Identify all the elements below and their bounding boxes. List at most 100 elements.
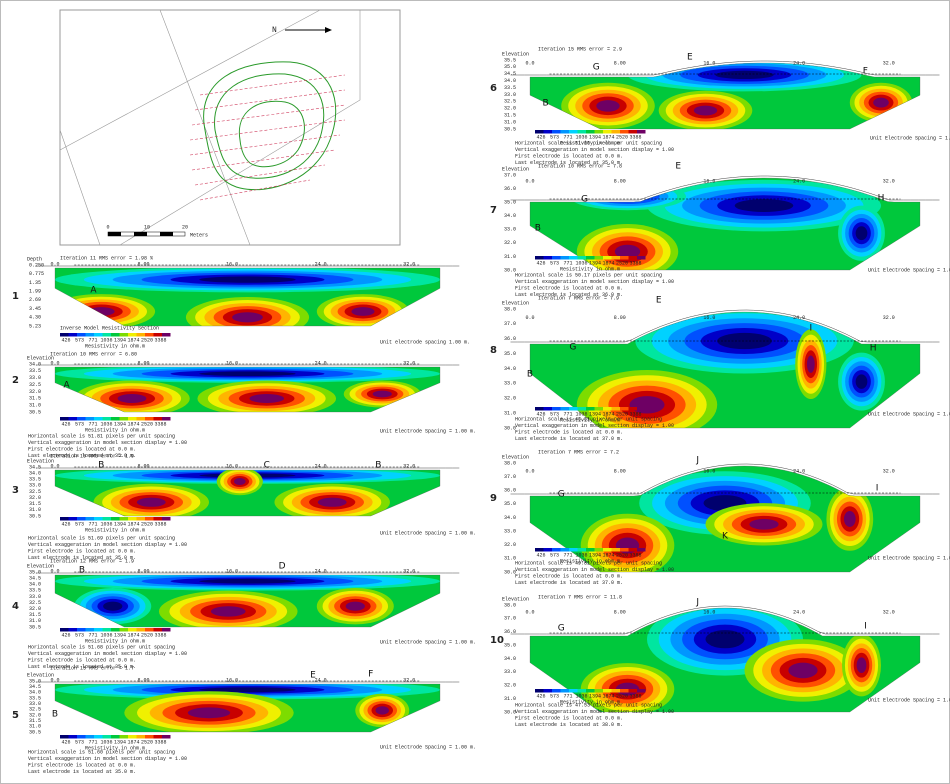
- scale-value: 771: [88, 421, 97, 427]
- scale-swatch: [128, 628, 137, 632]
- footer-line: First electrode is located at 0.0 m.: [515, 285, 623, 291]
- scale-swatch: [552, 256, 561, 260]
- panel-number: 3: [12, 485, 19, 496]
- scale-value: 1394: [114, 421, 126, 427]
- zone-letter: E: [687, 53, 693, 63]
- scale-swatch: [620, 130, 629, 134]
- axis-label: Elevation: [27, 458, 54, 464]
- axis-label: Elevation: [502, 300, 529, 306]
- scale-value: 2520: [141, 421, 153, 427]
- x-label: 24.0: [793, 468, 805, 474]
- scale-swatch: [162, 333, 171, 337]
- section-outline: [54, 574, 441, 628]
- scale-swatch: [102, 517, 111, 521]
- scale-value: 3388: [629, 693, 641, 699]
- scale-swatch: [569, 130, 578, 134]
- scale-swatch: [535, 548, 544, 552]
- scale-swatch: [145, 417, 154, 421]
- scale-swatch: [85, 517, 94, 521]
- y-label: 30.0: [504, 569, 516, 575]
- scale-swatch: [535, 256, 544, 260]
- scale-swatch: [85, 628, 94, 632]
- y-label: 34.5: [29, 464, 41, 470]
- scale-value: 3388: [154, 739, 166, 745]
- footer-line: First electrode is located at 0.0 m.: [28, 446, 136, 452]
- footer-line: Vertical exaggeration in model section d…: [515, 709, 674, 715]
- x-label: 16.0: [226, 568, 238, 574]
- footer-line: Last electrode is located at 35.0 m.: [28, 664, 136, 670]
- scale-swatch: [569, 548, 578, 552]
- x-label: 32.0: [403, 677, 415, 683]
- scale-value: 1036: [100, 632, 112, 638]
- resistivity-section: [55, 470, 440, 516]
- scale-value: 771: [563, 693, 572, 699]
- scale-swatch: [577, 548, 586, 552]
- scale-unit: Resistivity in ohm.m: [85, 527, 145, 533]
- scale-swatch: [162, 517, 171, 521]
- scale-value: 573: [550, 411, 559, 417]
- scale-swatch: [162, 628, 171, 632]
- y-label: 36.0: [504, 186, 516, 192]
- zone-letter: D: [279, 562, 286, 572]
- section-outline: [529, 465, 921, 573]
- scale-swatch: [128, 333, 137, 337]
- scale-swatch: [628, 689, 637, 693]
- axis-label: Elevation: [27, 563, 54, 569]
- footer-line: Last electrode is located at 37.0 m.: [515, 580, 623, 586]
- scale-swatch: [620, 407, 629, 411]
- panel-number: 6: [490, 83, 497, 94]
- y-label: 37.0: [504, 321, 516, 327]
- scale-value: 771: [88, 739, 97, 745]
- x-label: 0.0: [50, 677, 59, 683]
- x-label: 24.0: [793, 610, 805, 616]
- y-label: 32.0: [29, 389, 41, 395]
- panel-title: Iteration 10 RMS error = 7.8: [538, 163, 622, 169]
- footer-line: Vertical exaggeration in model section d…: [28, 756, 187, 762]
- resistivity-section: [55, 367, 440, 412]
- scale-swatch: [611, 256, 620, 260]
- resistivity-zone: [855, 226, 868, 241]
- scale-swatch: [153, 517, 162, 521]
- scale-value: 426: [61, 632, 70, 638]
- scale-swatch: [628, 256, 637, 260]
- scale-swatch: [594, 689, 603, 693]
- electrode-spacing: Unit Electrode Spacing = 1.00 m.: [868, 697, 950, 703]
- scale-value: 3388: [629, 411, 641, 417]
- panel-number: 7: [490, 205, 497, 216]
- electrode-spacing: Unit Electrode Spacing = 1.00 m.: [870, 135, 950, 141]
- axis-label: Elevation: [27, 672, 54, 678]
- scale-swatch: [535, 689, 544, 693]
- scale-swatch: [628, 407, 637, 411]
- axis-label: Elevation: [502, 454, 529, 460]
- scale-swatch: [77, 517, 86, 521]
- scale-swatch: [111, 417, 120, 421]
- scale-swatch: [94, 735, 103, 739]
- y-label: 34.0: [29, 361, 41, 367]
- scale-swatch: [68, 333, 77, 337]
- resistivity-zone: [317, 497, 347, 507]
- zone-letter: J: [695, 456, 699, 466]
- y-label: 2.69: [29, 297, 41, 303]
- scale-value: 771: [88, 632, 97, 638]
- scale-unit: Resistivity in ohm.m: [560, 699, 620, 705]
- scale-value: 573: [75, 632, 84, 638]
- resistivity-zone: [249, 394, 285, 403]
- axis-label: Elevation: [502, 51, 529, 57]
- section-outline: [529, 607, 921, 713]
- y-label: 35.0: [504, 64, 516, 70]
- scale-swatch: [543, 407, 552, 411]
- panel-number: 5: [12, 710, 19, 721]
- x-label: 32.0: [403, 360, 415, 366]
- footer-line: Horizontal scale is 51.81 pixels per uni…: [28, 433, 175, 439]
- x-label: 0.0: [525, 179, 534, 185]
- x-label: 0.0: [525, 610, 534, 616]
- scale-swatch: [111, 333, 120, 337]
- resistivity-zone: [187, 707, 231, 719]
- scale-value: 1036: [575, 260, 587, 266]
- topography: [510, 309, 940, 343]
- y-label: 0.250: [29, 262, 44, 268]
- zone-letter: B: [535, 224, 541, 234]
- scale-value: 1394: [589, 134, 601, 140]
- y-label: 32.5: [29, 707, 41, 713]
- y-label: 5.23: [29, 323, 41, 329]
